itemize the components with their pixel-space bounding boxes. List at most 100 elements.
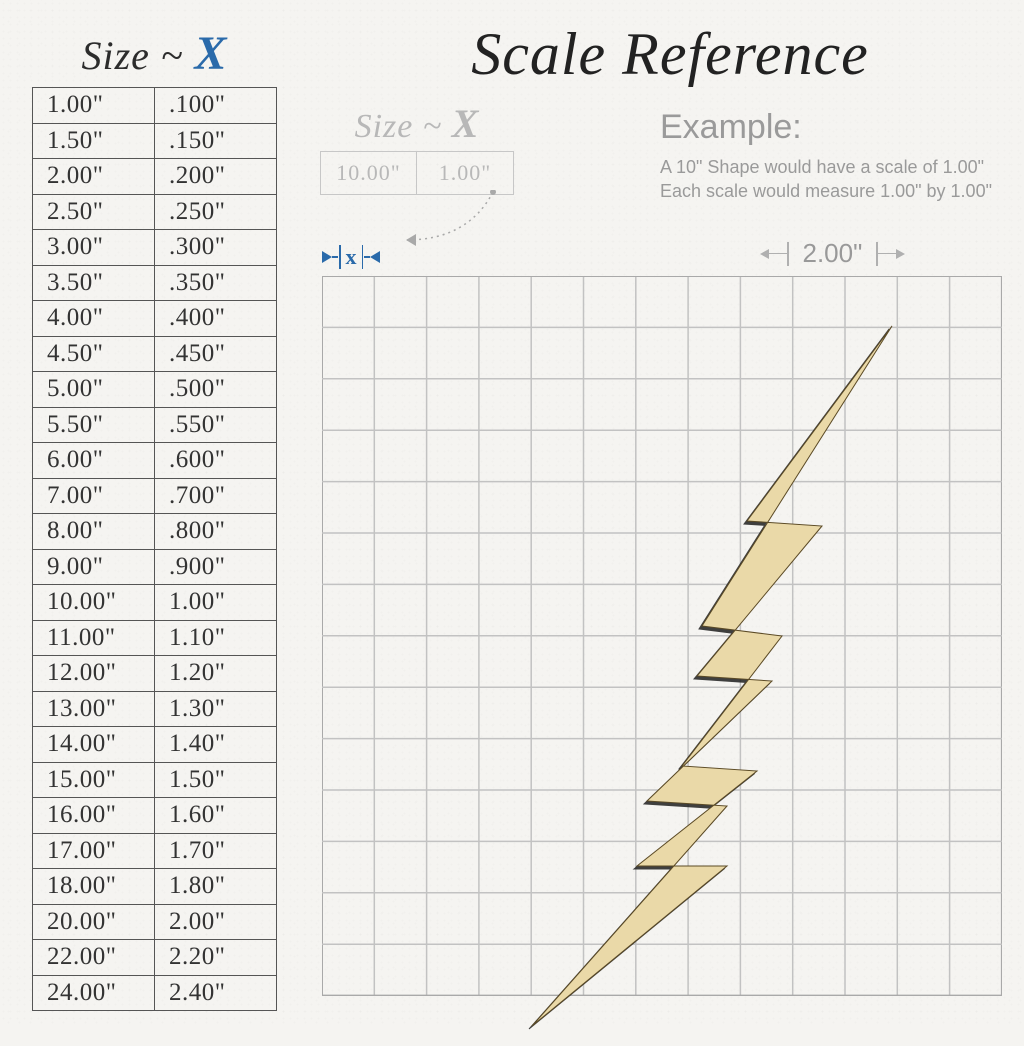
example-line-1: A 10" Shape would have a scale of 1.00" — [660, 155, 992, 179]
table-cell: 2.00" — [33, 159, 155, 195]
table-cell: 1.80" — [155, 869, 277, 905]
arrow-left-icon — [760, 249, 769, 259]
arrow-left-icon — [322, 251, 332, 263]
mini-size-cell-0: 10.00" — [321, 152, 417, 194]
table-cell: .250" — [155, 194, 277, 230]
table-cell: 2.00" — [155, 904, 277, 940]
table-row: 13.00"1.30" — [33, 691, 277, 727]
x-dimension-marker: x — [322, 244, 380, 270]
table-row: 1.00".100" — [33, 88, 277, 124]
two-inch-marker: 2.00" — [760, 238, 905, 269]
arrow-right-icon — [896, 249, 905, 259]
table-row: 18.00"1.80" — [33, 869, 277, 905]
table-cell: 3.00" — [33, 230, 155, 266]
table-cell: .200" — [155, 159, 277, 195]
table-cell: 15.00" — [33, 762, 155, 798]
table-cell: 2.40" — [155, 975, 277, 1011]
table-cell: 1.70" — [155, 833, 277, 869]
table-row: 14.00"1.40" — [33, 727, 277, 763]
table-cell: 10.00" — [33, 585, 155, 621]
table-row: 2.50".250" — [33, 194, 277, 230]
page-title: Scale Reference — [340, 20, 1000, 89]
table-cell: 7.00" — [33, 478, 155, 514]
table-row: 9.00".900" — [33, 549, 277, 585]
table-cell: 1.00" — [155, 585, 277, 621]
table-cell: 1.60" — [155, 798, 277, 834]
table-cell: .350" — [155, 265, 277, 301]
size-table: 1.00".100"1.50".150"2.00".200"2.50".250"… — [32, 87, 277, 1011]
table-row: 2.00".200" — [33, 159, 277, 195]
table-cell: 1.10" — [155, 620, 277, 656]
table-cell: 1.50" — [155, 762, 277, 798]
mini-size-x: X — [452, 101, 480, 146]
table-cell: 11.00" — [33, 620, 155, 656]
example-block: Example: A 10" Shape would have a scale … — [660, 108, 992, 203]
table-row: 8.00".800" — [33, 514, 277, 550]
table-cell: 1.50" — [33, 123, 155, 159]
table-row: 5.50".550" — [33, 407, 277, 443]
table-row: 5.00".500" — [33, 372, 277, 408]
table-cell: 24.00" — [33, 975, 155, 1011]
table-cell: .900" — [155, 549, 277, 585]
table-cell: 1.00" — [33, 88, 155, 124]
table-cell: 4.00" — [33, 301, 155, 337]
table-cell: .300" — [155, 230, 277, 266]
table-row: 15.00"1.50" — [33, 762, 277, 798]
table-cell: 18.00" — [33, 869, 155, 905]
table-cell: 14.00" — [33, 727, 155, 763]
x-marker-label: x — [342, 244, 361, 270]
table-row: 22.00"2.20" — [33, 940, 277, 976]
table-cell: 9.00" — [33, 549, 155, 585]
table-cell: 8.00" — [33, 514, 155, 550]
mini-size-cell-1: 1.00" — [417, 152, 513, 194]
table-cell: 3.50" — [33, 265, 155, 301]
arrow-right-icon — [370, 251, 380, 263]
size-header-x: X — [195, 27, 228, 80]
table-cell: 16.00" — [33, 798, 155, 834]
mini-size-table: 10.00" 1.00" — [320, 151, 514, 195]
table-cell: .450" — [155, 336, 277, 372]
mini-size-prefix: Size ~ — [355, 108, 452, 145]
mini-size-header: Size ~ X — [320, 100, 514, 147]
table-row: 12.00"1.20" — [33, 656, 277, 692]
table-cell: 13.00" — [33, 691, 155, 727]
dotted-connector — [398, 190, 528, 260]
table-cell: .100" — [155, 88, 277, 124]
table-cell: .600" — [155, 443, 277, 479]
two-inch-label: 2.00" — [789, 238, 877, 269]
table-cell: 20.00" — [33, 904, 155, 940]
scale-grid — [322, 276, 1002, 996]
table-cell: 17.00" — [33, 833, 155, 869]
table-cell: 1.40" — [155, 727, 277, 763]
size-column: Size ~ X 1.00".100"1.50".150"2.00".200"2… — [32, 26, 277, 1011]
table-row: 4.50".450" — [33, 336, 277, 372]
example-heading: Example: — [660, 108, 992, 147]
table-row: 1.50".150" — [33, 123, 277, 159]
table-cell: 2.20" — [155, 940, 277, 976]
size-header: Size ~ X — [32, 26, 277, 81]
table-cell: 12.00" — [33, 656, 155, 692]
table-row: 20.00"2.00" — [33, 904, 277, 940]
table-cell: .400" — [155, 301, 277, 337]
table-cell: 6.00" — [33, 443, 155, 479]
table-cell: .800" — [155, 514, 277, 550]
table-row: 11.00"1.10" — [33, 620, 277, 656]
table-row: 17.00"1.70" — [33, 833, 277, 869]
table-cell: .700" — [155, 478, 277, 514]
table-row: 16.00"1.60" — [33, 798, 277, 834]
table-row: 4.00".400" — [33, 301, 277, 337]
example-line-2: Each scale would measure 1.00" by 1.00" — [660, 179, 992, 203]
table-row: 6.00".600" — [33, 443, 277, 479]
table-row: 24.00"2.40" — [33, 975, 277, 1011]
table-cell: 4.50" — [33, 336, 155, 372]
size-header-prefix: Size ~ — [81, 33, 194, 78]
lightning-bolt-icon — [472, 306, 952, 1046]
table-row: 3.50".350" — [33, 265, 277, 301]
table-cell: 22.00" — [33, 940, 155, 976]
table-cell: 5.50" — [33, 407, 155, 443]
table-cell: 1.20" — [155, 656, 277, 692]
table-cell: .500" — [155, 372, 277, 408]
table-cell: .150" — [155, 123, 277, 159]
mini-size-block: Size ~ X 10.00" 1.00" — [320, 100, 514, 195]
table-cell: 5.00" — [33, 372, 155, 408]
